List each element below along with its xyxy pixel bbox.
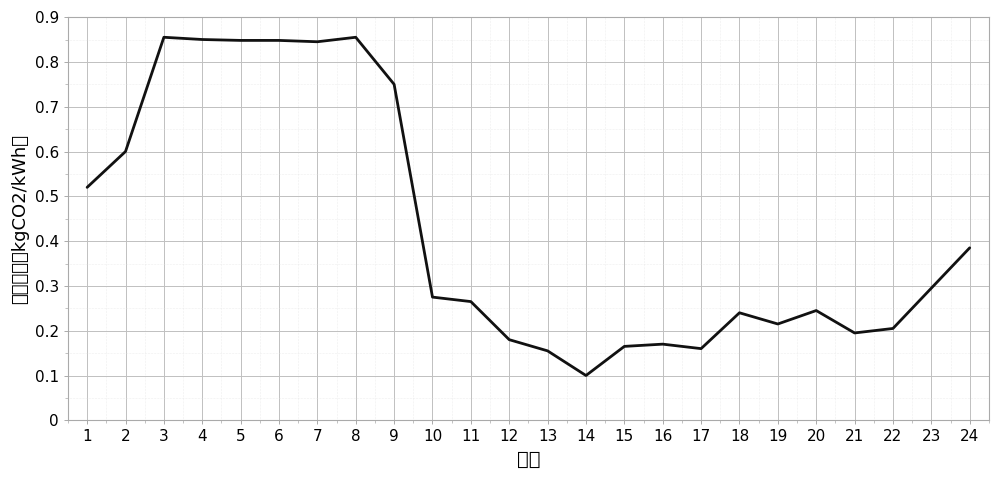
- Y-axis label: 节点碳势（kgCO2/kWh）: 节点碳势（kgCO2/kWh）: [11, 134, 29, 304]
- X-axis label: 时段: 时段: [517, 450, 540, 469]
